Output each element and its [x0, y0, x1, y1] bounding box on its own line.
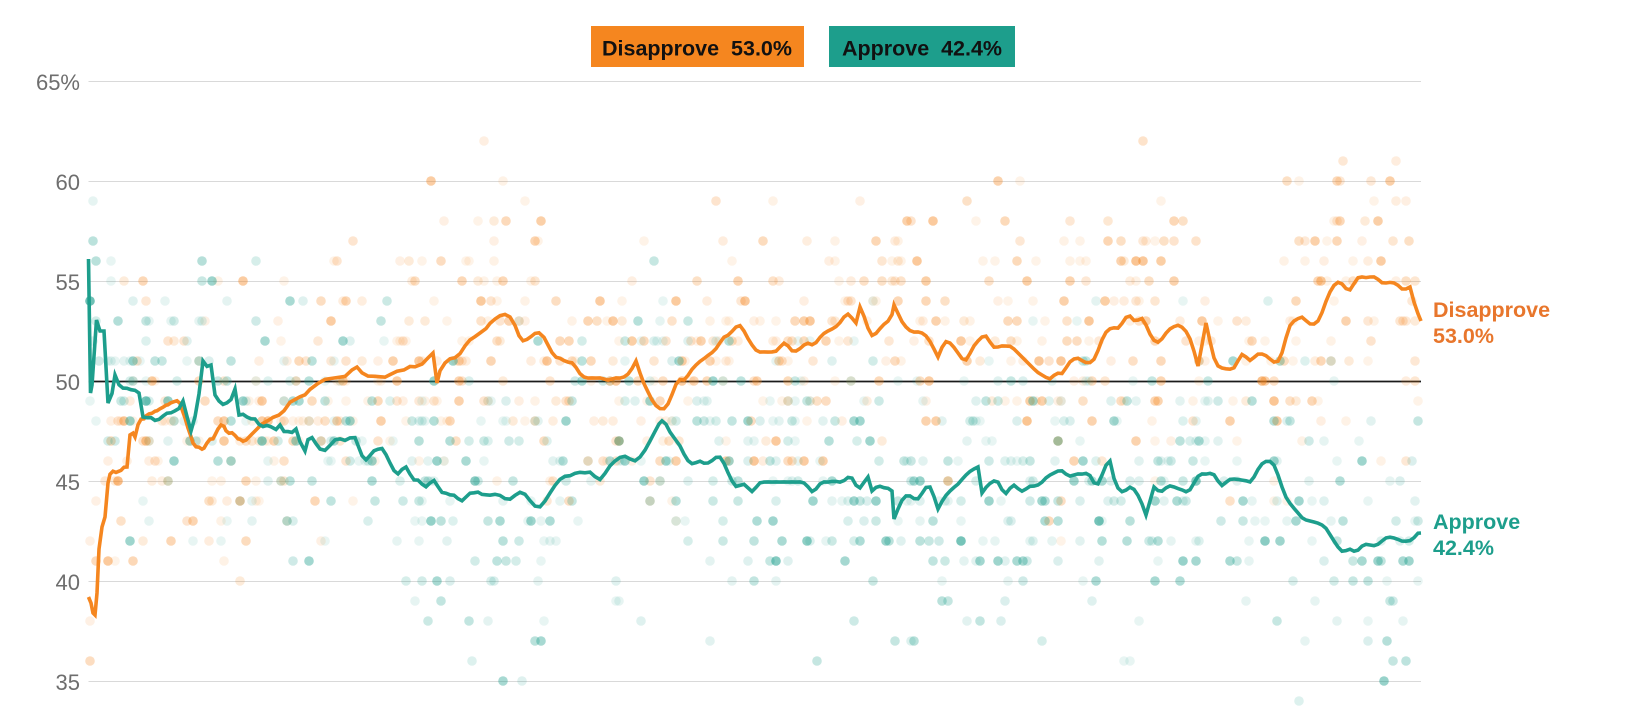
svg-text:50: 50: [56, 370, 80, 395]
svg-text:35: 35: [56, 670, 80, 695]
svg-text:Approve 42.4%: Approve 42.4%: [842, 37, 1002, 61]
svg-text:65%: 65%: [36, 70, 80, 95]
svg-text:45: 45: [56, 470, 80, 495]
svg-text:Disapprove: Disapprove: [1433, 298, 1550, 322]
svg-text:53.0%: 53.0%: [1433, 324, 1494, 348]
svg-text:Approve: Approve: [1433, 510, 1520, 534]
svg-text:42.4%: 42.4%: [1433, 536, 1494, 560]
svg-text:60: 60: [56, 170, 80, 195]
svg-text:55: 55: [56, 270, 80, 295]
svg-text:40: 40: [56, 570, 80, 595]
svg-text:Disapprove 53.0%: Disapprove 53.0%: [602, 37, 792, 61]
